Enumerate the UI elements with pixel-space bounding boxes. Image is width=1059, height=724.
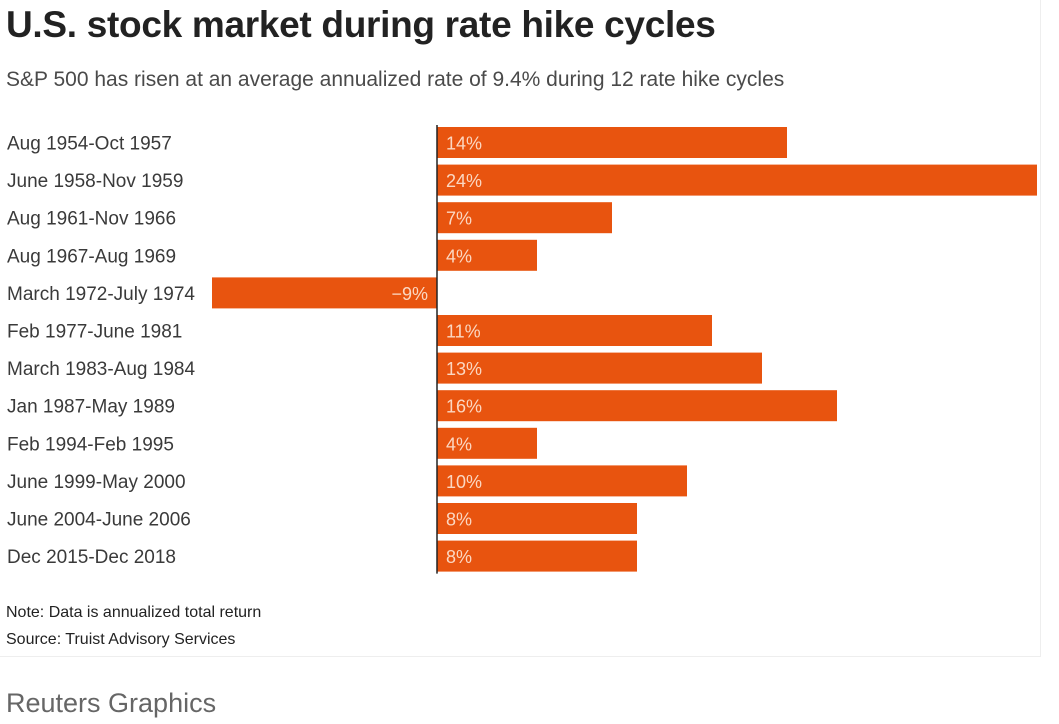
bar-chart: Aug 1954-Oct 1957 14% June 1958-Nov 1959 24…	[7, 125, 1037, 574]
bar-4	[212, 277, 437, 309]
data-label: 7%	[446, 209, 472, 229]
category-label: Aug 1954-Oct 1957	[7, 134, 172, 155]
bar-1	[437, 164, 1037, 196]
bar-3	[437, 239, 537, 271]
category-label: Aug 1967-Aug 1969	[7, 246, 176, 267]
bar-7	[437, 390, 837, 422]
bar-10	[437, 503, 637, 534]
category-label: Dec 2015-Dec 2018	[7, 547, 176, 568]
bar-5	[437, 315, 712, 346]
data-label: 13%	[446, 359, 482, 379]
data-label: 4%	[446, 434, 472, 454]
data-label: 11%	[446, 322, 481, 342]
bar-9	[437, 465, 687, 497]
data-label: 4%	[446, 246, 472, 266]
bar-0	[437, 127, 787, 158]
category-label: June 1999-May 2000	[7, 472, 186, 493]
chart-note: Note: Data is annualized total return	[6, 604, 262, 621]
category-label: Feb 1977-June 1981	[7, 322, 182, 343]
data-label: 10%	[446, 472, 482, 492]
bar-8	[437, 427, 537, 459]
data-label: 24%	[446, 171, 482, 191]
data-label: −9%	[391, 284, 428, 304]
chart-source: Source: Truist Advisory Services	[6, 631, 236, 648]
category-label: Aug 1961-Nov 1966	[7, 209, 176, 230]
data-label: 8%	[446, 510, 472, 530]
chart-subtitle: S&P 500 has risen at an average annualiz…	[6, 68, 785, 91]
category-label: Feb 1994-Feb 1995	[7, 434, 174, 455]
credit-label: Reuters Graphics	[6, 688, 217, 718]
chart-card: U.S. stock market during rate hike cycle…	[0, 0, 1041, 657]
category-label: June 2004-June 2006	[7, 510, 191, 531]
data-label: 8%	[446, 547, 472, 567]
bar-2	[437, 202, 612, 234]
bar-6	[437, 352, 762, 384]
category-label: March 1983-Aug 1984	[7, 359, 195, 380]
data-label: 14%	[446, 134, 482, 154]
data-label: 16%	[446, 397, 482, 417]
category-label: Jan 1987-May 1989	[7, 397, 175, 418]
category-label: June 1958-Nov 1959	[7, 171, 183, 192]
category-label: March 1972-July 1974	[7, 284, 195, 305]
bar-11	[437, 540, 637, 572]
chart-title: U.S. stock market during rate hike cycle…	[6, 4, 716, 45]
